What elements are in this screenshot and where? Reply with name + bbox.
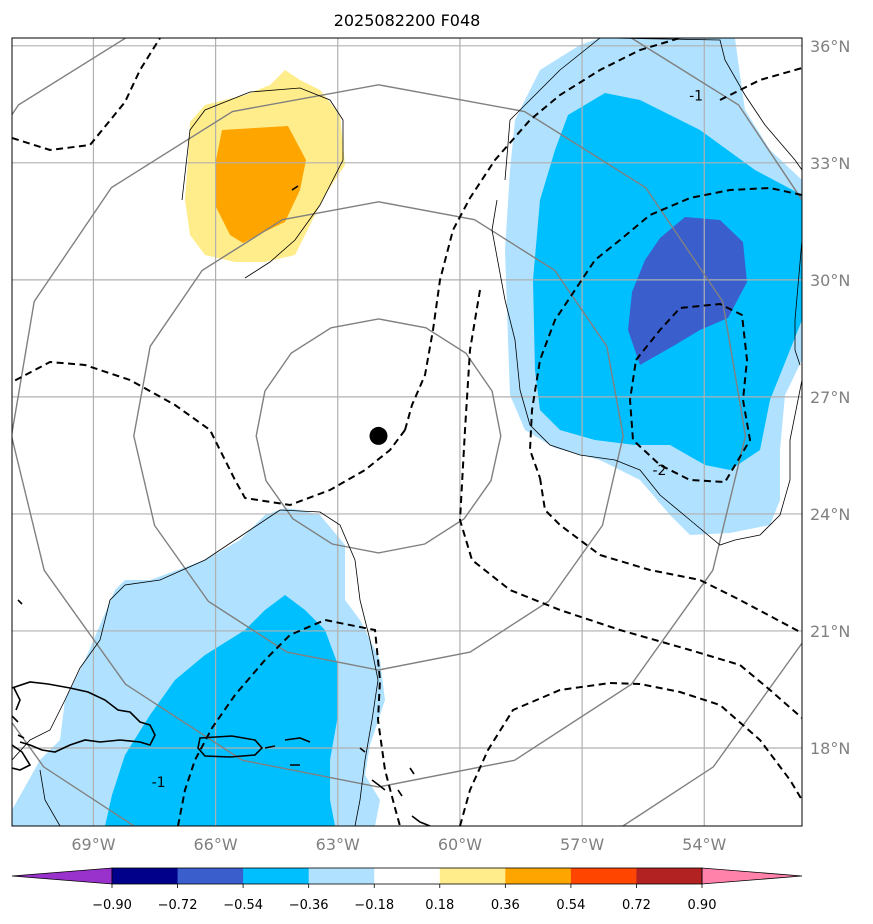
contour-minus1-east <box>458 289 802 719</box>
colorbar-segment-7 <box>570 868 637 884</box>
contour-center-north <box>404 38 681 431</box>
lon-tick-label-2: 63°W <box>316 835 360 854</box>
lat-tick-label-4: 24°N <box>810 505 850 524</box>
colorbar-tick-label-1: −0.72 <box>158 898 198 913</box>
gridlines <box>12 38 802 826</box>
range-ring-2 <box>12 84 747 788</box>
contour-northwest <box>12 38 161 152</box>
range-rings <box>12 38 802 826</box>
virgin-islands-coast <box>264 737 311 766</box>
range-ring-1 <box>133 201 624 671</box>
lon-tick-label-4: 57°W <box>560 835 604 854</box>
outline-north <box>181 87 344 279</box>
colorbar-tick-label-9: 0.90 <box>688 898 717 913</box>
contour-south-arc <box>459 681 802 826</box>
colorbar-tick-label-8: 0.72 <box>622 898 651 913</box>
colorbar-segment-6 <box>505 868 572 884</box>
lat-tick-label-0: 36°N <box>810 37 850 56</box>
small-island-north <box>291 185 299 191</box>
contour-east-mid <box>539 477 802 634</box>
lat-tick-label-6: 18°N <box>810 739 850 758</box>
lon-tick-label-0: 69°W <box>71 835 115 854</box>
contour-northeast <box>719 67 802 101</box>
map-title: 2025082200 F048 <box>334 11 481 30</box>
dashed-contours <box>12 38 802 826</box>
colorbar: −0.90 −0.72 −0.54 −0.36 −0.18 0.18 0.36 0.54 0.7… <box>11 867 803 913</box>
outline-southwest <box>12 509 379 826</box>
lon-tick-label-5: 54°W <box>682 835 726 854</box>
map-area: -1 -2 -1 <box>12 38 802 826</box>
contour-label-2: -1 <box>152 775 166 791</box>
colorbar-tick-label-0: −0.90 <box>92 898 132 913</box>
colorbar-segment-2 <box>243 868 310 884</box>
lesser-antilles-coast <box>12 599 431 826</box>
positive-anomaly-north <box>185 70 345 262</box>
colorbar-segment-1 <box>177 868 244 884</box>
contour-minus1-southwest <box>177 618 401 826</box>
colorbar-segment-5 <box>439 868 506 884</box>
contour-label-0: -1 <box>689 88 703 104</box>
contour-minus2-inner <box>628 302 752 484</box>
thin-outline-lines <box>12 38 802 826</box>
outline-east <box>491 38 802 546</box>
coastlines <box>12 185 431 826</box>
colorbar-segment-3 <box>308 868 375 884</box>
colorbar-tick-label-2: −0.54 <box>223 898 263 913</box>
orange-region <box>215 126 306 243</box>
colorbar-extend-low <box>11 867 113 885</box>
colorbar-extend-high <box>701 867 803 885</box>
colorbar-tick-label-7: 0.54 <box>556 898 585 913</box>
contour-label-1: -2 <box>652 463 666 479</box>
contour-center-south <box>12 360 406 507</box>
latitude-tick-labels: 36°N 33°N 30°N 27°N 24°N 21°N 18°N <box>810 37 850 758</box>
lat-tick-label-1: 33°N <box>810 154 850 173</box>
dark-blue-region <box>628 217 747 365</box>
colorbar-frame <box>111 867 703 885</box>
lon-tick-label-1: 66°W <box>194 835 238 854</box>
colorbar-tick-label-4: −0.18 <box>354 898 394 913</box>
hispaniola-coast <box>12 681 156 753</box>
contour-labels: -1 -2 -1 <box>152 88 703 791</box>
colorbar-segment-8 <box>636 868 703 884</box>
colorbar-tick-label-3: −0.36 <box>289 898 329 913</box>
lon-tick-label-3: 60°W <box>438 835 482 854</box>
lat-tick-label-3: 27°N <box>810 388 850 407</box>
storm-center-marker <box>369 426 388 445</box>
colorbar-segment-0 <box>112 868 179 884</box>
longitude-tick-labels: 69°W 66°W 63°W 60°W 57°W 54°W <box>71 835 726 854</box>
puerto-rico-coast <box>197 735 264 758</box>
map-frame <box>11 37 803 827</box>
contour-minus2-outer <box>528 186 802 479</box>
lat-tick-label-2: 30°N <box>810 271 850 290</box>
lat-tick-label-5: 21°N <box>810 622 850 641</box>
range-ring-0 <box>255 318 502 554</box>
colorbar-tick-label-6: 0.36 <box>491 898 520 913</box>
colorbar-tick-label-5: 0.18 <box>425 898 454 913</box>
haiti-coast <box>12 744 32 771</box>
colorbar-segment-4 <box>374 868 441 884</box>
